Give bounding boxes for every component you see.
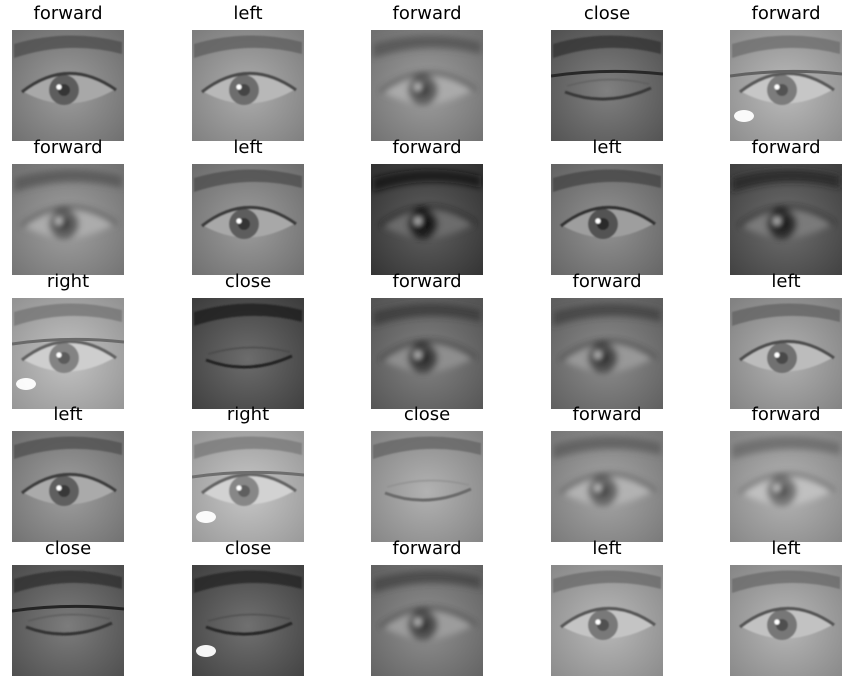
tile-label: close — [224, 538, 272, 559]
tile-label: forward — [572, 271, 642, 292]
tile-label: close — [44, 538, 92, 559]
eye-image — [551, 565, 663, 676]
open-eye — [14, 303, 122, 373]
tile-label: right — [46, 271, 90, 292]
eye-image — [192, 298, 304, 409]
glasses-frame — [192, 470, 304, 479]
open-eye — [553, 169, 661, 239]
glasses-frame — [12, 604, 124, 613]
tile-label: forward — [33, 3, 103, 24]
glasses-frame — [730, 69, 842, 78]
light-glare — [16, 378, 36, 390]
eye-image — [551, 164, 663, 275]
tile-label: left — [233, 3, 263, 24]
eye-image — [12, 164, 124, 275]
eye-image — [192, 565, 304, 676]
open-eye — [732, 35, 840, 105]
blurry-eye — [732, 436, 840, 506]
eye-image — [192, 30, 304, 141]
tile-label: forward — [751, 3, 821, 24]
eye-image — [730, 431, 842, 542]
open-eye — [732, 570, 840, 640]
eye-image — [371, 431, 483, 542]
tile-label: forward — [392, 538, 462, 559]
closed-eye — [14, 570, 122, 636]
light-glare — [196, 645, 216, 657]
tile-label: forward — [392, 137, 462, 158]
tile-label: close — [403, 404, 451, 425]
light-glare — [734, 110, 754, 122]
tile-label: forward — [751, 137, 821, 158]
eye-image — [192, 431, 304, 542]
eye-image — [551, 298, 663, 409]
eye-image — [12, 298, 124, 409]
blurry-eye — [14, 169, 122, 239]
open-eye — [194, 35, 302, 105]
tile-label: forward — [33, 137, 103, 158]
blurry-eye — [553, 303, 661, 373]
open-eye — [732, 303, 840, 373]
blurry-eye — [553, 436, 661, 506]
blurry-eye — [373, 570, 481, 640]
eye-image — [551, 30, 663, 141]
light-glare — [196, 511, 216, 523]
blurry-eye — [373, 303, 481, 373]
eye-image — [192, 164, 304, 275]
tile-label: right — [226, 404, 270, 425]
tile-label: left — [233, 137, 263, 158]
tile-label: close — [583, 3, 631, 24]
eye-image — [12, 565, 124, 676]
closed-eye — [373, 436, 481, 502]
eye-image — [371, 565, 483, 676]
tile-label: left — [771, 271, 801, 292]
blurry-eye — [373, 169, 481, 239]
blurry-eye — [373, 35, 481, 105]
glasses-frame — [12, 337, 124, 346]
closed-eye — [553, 35, 661, 101]
eye-image — [730, 298, 842, 409]
eye-image — [730, 30, 842, 141]
eye-image — [12, 431, 124, 542]
tile-label: left — [53, 404, 83, 425]
tile-label: forward — [572, 404, 642, 425]
eye-image — [12, 30, 124, 141]
eye-image — [371, 298, 483, 409]
blurry-eye — [732, 169, 840, 239]
open-eye — [194, 169, 302, 239]
open-eye — [14, 35, 122, 105]
open-eye — [14, 436, 122, 506]
tile-label: forward — [392, 271, 462, 292]
tile-label: close — [224, 271, 272, 292]
tile-label: left — [771, 538, 801, 559]
tile-label: left — [592, 538, 622, 559]
closed-eye — [194, 303, 302, 369]
eye-image — [551, 431, 663, 542]
eye-image — [371, 30, 483, 141]
tile-label: left — [592, 137, 622, 158]
open-eye — [553, 570, 661, 640]
tile-label: forward — [751, 404, 821, 425]
eye-image — [730, 565, 842, 676]
tile-label: forward — [392, 3, 462, 24]
glasses-frame — [551, 69, 663, 78]
open-eye — [194, 436, 302, 506]
closed-eye — [194, 570, 302, 636]
eye-image — [730, 164, 842, 275]
eye-image — [371, 164, 483, 275]
